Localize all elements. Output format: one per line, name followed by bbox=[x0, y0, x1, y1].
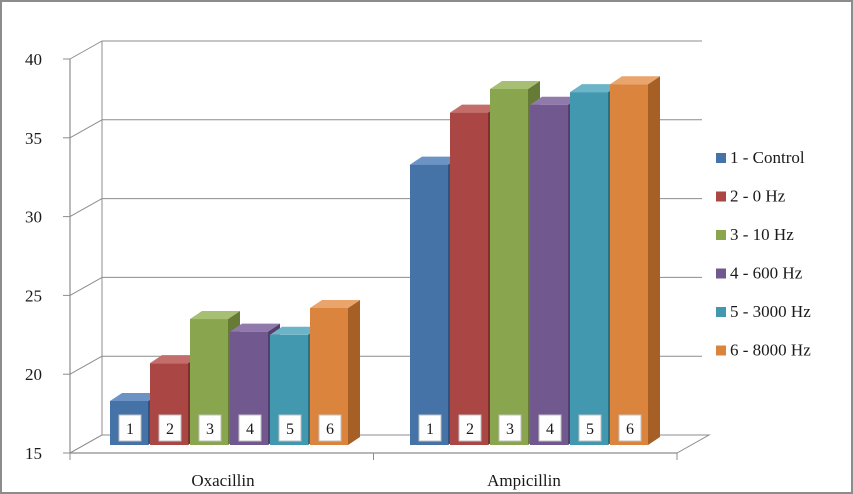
bar bbox=[490, 88, 528, 445]
legend-swatch bbox=[716, 345, 726, 356]
bar bbox=[410, 164, 448, 446]
bar-number-label: 5 bbox=[286, 421, 294, 438]
gridline-diagonal bbox=[69, 40, 103, 60]
bar bbox=[610, 84, 648, 445]
bar-top bbox=[230, 323, 280, 332]
bar-number-label: 1 bbox=[426, 421, 434, 438]
legend-item-label: 2 - 0 Hz bbox=[730, 187, 786, 206]
x-axis-category-labels: Oxacillin Ampicillin bbox=[191, 471, 561, 490]
bar-top bbox=[190, 311, 240, 320]
legend-item-label: 5 - 3000 Hz bbox=[730, 302, 811, 321]
bar-side bbox=[648, 76, 660, 445]
gridline-diagonal bbox=[69, 276, 103, 296]
legend-swatch bbox=[716, 191, 726, 202]
bar-number-box bbox=[118, 414, 142, 442]
bar-number-box bbox=[278, 414, 302, 442]
bar-number-box bbox=[318, 414, 342, 442]
gridline-diagonal bbox=[69, 198, 103, 218]
gridline-diagonal bbox=[69, 119, 103, 139]
legend-swatch bbox=[716, 153, 726, 163]
legend-item-label: 6 - 8000 Hz bbox=[730, 341, 811, 360]
bar bbox=[570, 92, 608, 445]
y-tick-label: 15 bbox=[25, 444, 42, 463]
legend-item-label: 1 - Control bbox=[730, 148, 805, 167]
legend-swatch bbox=[716, 230, 726, 240]
legend-item-label: 4 - 600 Hz bbox=[730, 264, 803, 283]
legend-swatch bbox=[716, 307, 726, 317]
bar-number-label: 4 bbox=[546, 421, 554, 438]
bar-number-label: 6 bbox=[326, 421, 334, 438]
bar-number-label: 5 bbox=[586, 421, 594, 438]
y-tick-label: 30 bbox=[25, 208, 42, 227]
legend-swatch bbox=[716, 268, 726, 279]
bar-number-label: 6 bbox=[626, 421, 634, 438]
bar bbox=[450, 112, 488, 446]
bar-number-box bbox=[498, 414, 522, 442]
bar-number-label: 4 bbox=[246, 421, 254, 438]
legend-item-label: 3 - 10 Hz bbox=[730, 225, 794, 244]
gridline-diagonal bbox=[69, 434, 103, 454]
legend: 1 - Control 2 - 0 Hz 3 - 10 Hz 4 - 600 Hz 5 … bbox=[716, 148, 811, 360]
y-axis-tick-labels: 15 20 25 30 35 40 bbox=[25, 50, 42, 463]
bars: 1 2 3 4 5 6 1 2 3 4 5 6 bbox=[110, 76, 660, 446]
bar-top bbox=[610, 76, 660, 85]
bar-number-box bbox=[538, 414, 562, 442]
bar-number-box bbox=[158, 414, 182, 442]
bar-number-box bbox=[578, 414, 602, 442]
x-category-label: Ampicillin bbox=[487, 471, 561, 490]
bar-top bbox=[410, 156, 460, 165]
bar-number-box bbox=[458, 414, 482, 442]
bar-top bbox=[450, 104, 500, 113]
y-tick-label: 20 bbox=[25, 365, 42, 384]
bar-number-label: 3 bbox=[206, 421, 214, 438]
bar-side bbox=[348, 300, 360, 445]
bar bbox=[530, 104, 568, 445]
bar-number-box bbox=[198, 414, 222, 442]
bar-number-label: 3 bbox=[506, 421, 514, 438]
bar-number-label: 2 bbox=[166, 421, 174, 438]
bar-top bbox=[530, 96, 580, 105]
bar-top bbox=[270, 326, 320, 335]
y-tick-label: 35 bbox=[25, 129, 42, 148]
x-category-label: Oxacillin bbox=[191, 471, 255, 490]
bar-number-box bbox=[238, 414, 262, 442]
bar-number-box bbox=[418, 414, 442, 442]
bar-top bbox=[570, 84, 620, 93]
bar-top bbox=[490, 80, 540, 89]
bar-top bbox=[110, 392, 160, 401]
bar-number-box bbox=[618, 414, 642, 442]
bar-top bbox=[310, 300, 360, 309]
axes bbox=[63, 41, 678, 460]
bar-number-label: 1 bbox=[126, 421, 134, 438]
bar-number-label: 2 bbox=[466, 421, 474, 438]
y-tick-label: 25 bbox=[25, 286, 42, 305]
gridline-diagonal bbox=[69, 355, 103, 375]
bar-top bbox=[150, 355, 200, 364]
y-tick-label: 40 bbox=[25, 50, 42, 69]
